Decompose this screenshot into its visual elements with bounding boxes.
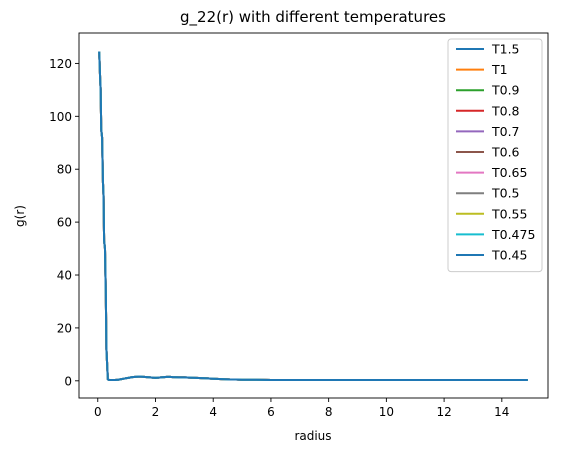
y-axis: 0 20 40 60 80 100 120 bbox=[49, 57, 79, 388]
y-tick-label: 100 bbox=[49, 110, 72, 124]
x-tick-label: 10 bbox=[379, 405, 394, 419]
axes-frame bbox=[78, 32, 549, 399]
y-tick-label: 20 bbox=[57, 321, 72, 335]
y-axis-label: g(r) bbox=[13, 205, 27, 227]
legend-label: T0.9 bbox=[491, 83, 520, 98]
legend-label: T0.5 bbox=[491, 186, 520, 201]
legend-label: T0.8 bbox=[491, 103, 520, 118]
legend-label: T0.55 bbox=[491, 206, 527, 221]
chart-title: g_22(r) with different temperatures bbox=[180, 8, 446, 27]
y-tick-label: 80 bbox=[57, 163, 72, 177]
series-line-t0-45 bbox=[98, 51, 528, 382]
legend-label: T0.65 bbox=[491, 165, 527, 180]
y-tick-label: 60 bbox=[57, 216, 72, 230]
y-tick-label: 40 bbox=[57, 269, 72, 283]
x-tick-label: 0 bbox=[94, 405, 102, 419]
legend-label: T0.7 bbox=[491, 124, 520, 139]
legend-label: T0.6 bbox=[491, 145, 520, 160]
x-axis-label: radius bbox=[294, 429, 331, 443]
legend-label: T0.45 bbox=[491, 248, 527, 263]
x-tick-label: 4 bbox=[209, 405, 217, 419]
x-tick-label: 2 bbox=[152, 405, 160, 419]
x-tick-label: 14 bbox=[494, 405, 509, 419]
y-tick-label: 120 bbox=[49, 57, 72, 71]
x-axis: 0 2 4 6 8 10 12 14 bbox=[94, 398, 509, 419]
legend-label: T1 bbox=[491, 62, 508, 77]
legend: T1.5 T1 T0.9 T0.8 T0.7 T0.6 T0.65 T0.5 T0.55 T0.4… bbox=[447, 38, 543, 273]
legend-label: T0.475 bbox=[491, 227, 535, 242]
x-tick-label: 6 bbox=[267, 405, 275, 419]
x-tick-label: 12 bbox=[436, 405, 451, 419]
x-tick-label: 8 bbox=[325, 405, 333, 419]
y-tick-label: 0 bbox=[64, 374, 72, 388]
legend-label: T1.5 bbox=[491, 42, 520, 57]
plot-area bbox=[98, 51, 528, 382]
